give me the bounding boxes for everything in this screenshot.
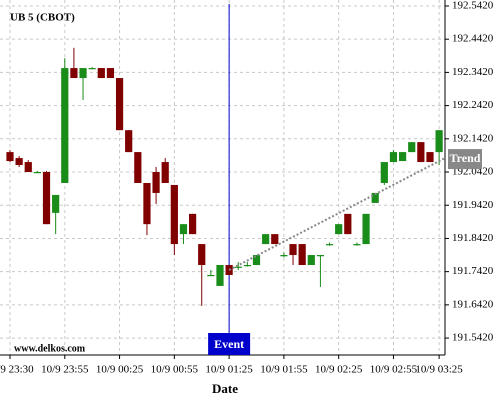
y-tick-label: 192.3420: [452, 66, 494, 78]
candle-body: [426, 152, 434, 163]
x-tick-label: 10/9 01:25: [205, 364, 253, 376]
y-tick-label: 191.8420: [452, 232, 494, 244]
trend-label: Trend: [450, 151, 481, 165]
candle-body: [79, 68, 87, 79]
candle-body: [435, 130, 443, 153]
x-tick-label: 10/9 00:25: [96, 364, 144, 376]
candle-body: [417, 142, 425, 163]
candle-body: [271, 234, 279, 245]
y-tick-label: 191.7420: [452, 265, 494, 277]
candle-body: [353, 244, 361, 246]
candle-body: [52, 194, 60, 213]
watermark: www.delkos.com: [14, 343, 86, 354]
plot-area: [0, 0, 446, 355]
candle-body: [70, 68, 78, 79]
candle-body: [152, 172, 160, 193]
candle-body: [380, 162, 388, 183]
y-tick-label: 192.1420: [452, 132, 494, 144]
candle-body: [88, 68, 96, 70]
candle-body: [371, 192, 379, 203]
y-tick-label: 191.5420: [452, 332, 494, 344]
y-tick-label: 191.6420: [452, 298, 494, 310]
candle-body: [280, 255, 288, 257]
trend-label-box: [448, 149, 482, 170]
candle-body: [389, 152, 398, 163]
x-tick-label: 10/9 03:25: [415, 364, 463, 376]
candle-body: [15, 158, 23, 166]
candle-body: [161, 162, 169, 183]
candle-body: [106, 68, 115, 79]
candle-body: [61, 68, 69, 183]
candle-body: [170, 184, 178, 245]
candle-body: [307, 255, 315, 266]
candle-body: [362, 213, 370, 245]
candle-body: [115, 78, 124, 131]
trend-line: [228, 157, 446, 271]
candle-body: [398, 152, 407, 162]
x-tick-label: 10/9 02:55: [370, 364, 418, 376]
x-tick-label: 10/9 00:55: [151, 364, 199, 376]
candle-body: [97, 68, 105, 79]
candle-body: [243, 265, 251, 267]
candle-body: [252, 255, 261, 266]
x-tick-label: 10/9 02:25: [315, 364, 363, 376]
candle-body: [316, 255, 325, 257]
y-tick-label: 192.5420: [452, 0, 494, 12]
candle-body: [325, 244, 334, 246]
candle-body: [344, 213, 352, 235]
candle-body: [335, 224, 343, 235]
candle-body: [189, 213, 197, 235]
candle-body: [262, 234, 270, 245]
candle-body: [134, 152, 142, 183]
candle-body: [298, 244, 306, 266]
event-label: Event: [214, 337, 244, 351]
candle-body: [42, 172, 51, 225]
candle-body: [198, 244, 206, 266]
candle-body: [216, 265, 224, 286]
candle-body: [33, 172, 41, 174]
x-tick-label: 10/9 01:55: [260, 364, 308, 376]
event-label-box: [208, 333, 251, 355]
candle-body: [207, 274, 215, 277]
candle-body: [143, 182, 151, 225]
candle-body: [6, 152, 14, 162]
x-axis-label: Date: [212, 381, 238, 396]
candle-body: [408, 142, 416, 153]
y-tick-label: 191.9420: [452, 199, 494, 211]
y-tick-label: 192.2420: [452, 99, 494, 111]
y-tick-label: 192.4420: [452, 33, 494, 45]
x-tick-label: 10/9 23:55: [41, 364, 89, 376]
candle-body: [234, 266, 242, 268]
candle-body: [289, 244, 297, 256]
candle-body: [179, 224, 188, 235]
candle-body: [24, 162, 32, 173]
chart-title: UB 5 (CBOT): [10, 12, 75, 24]
candle-body: [125, 130, 133, 153]
x-tick-label: 10/9 23:30: [0, 364, 34, 376]
